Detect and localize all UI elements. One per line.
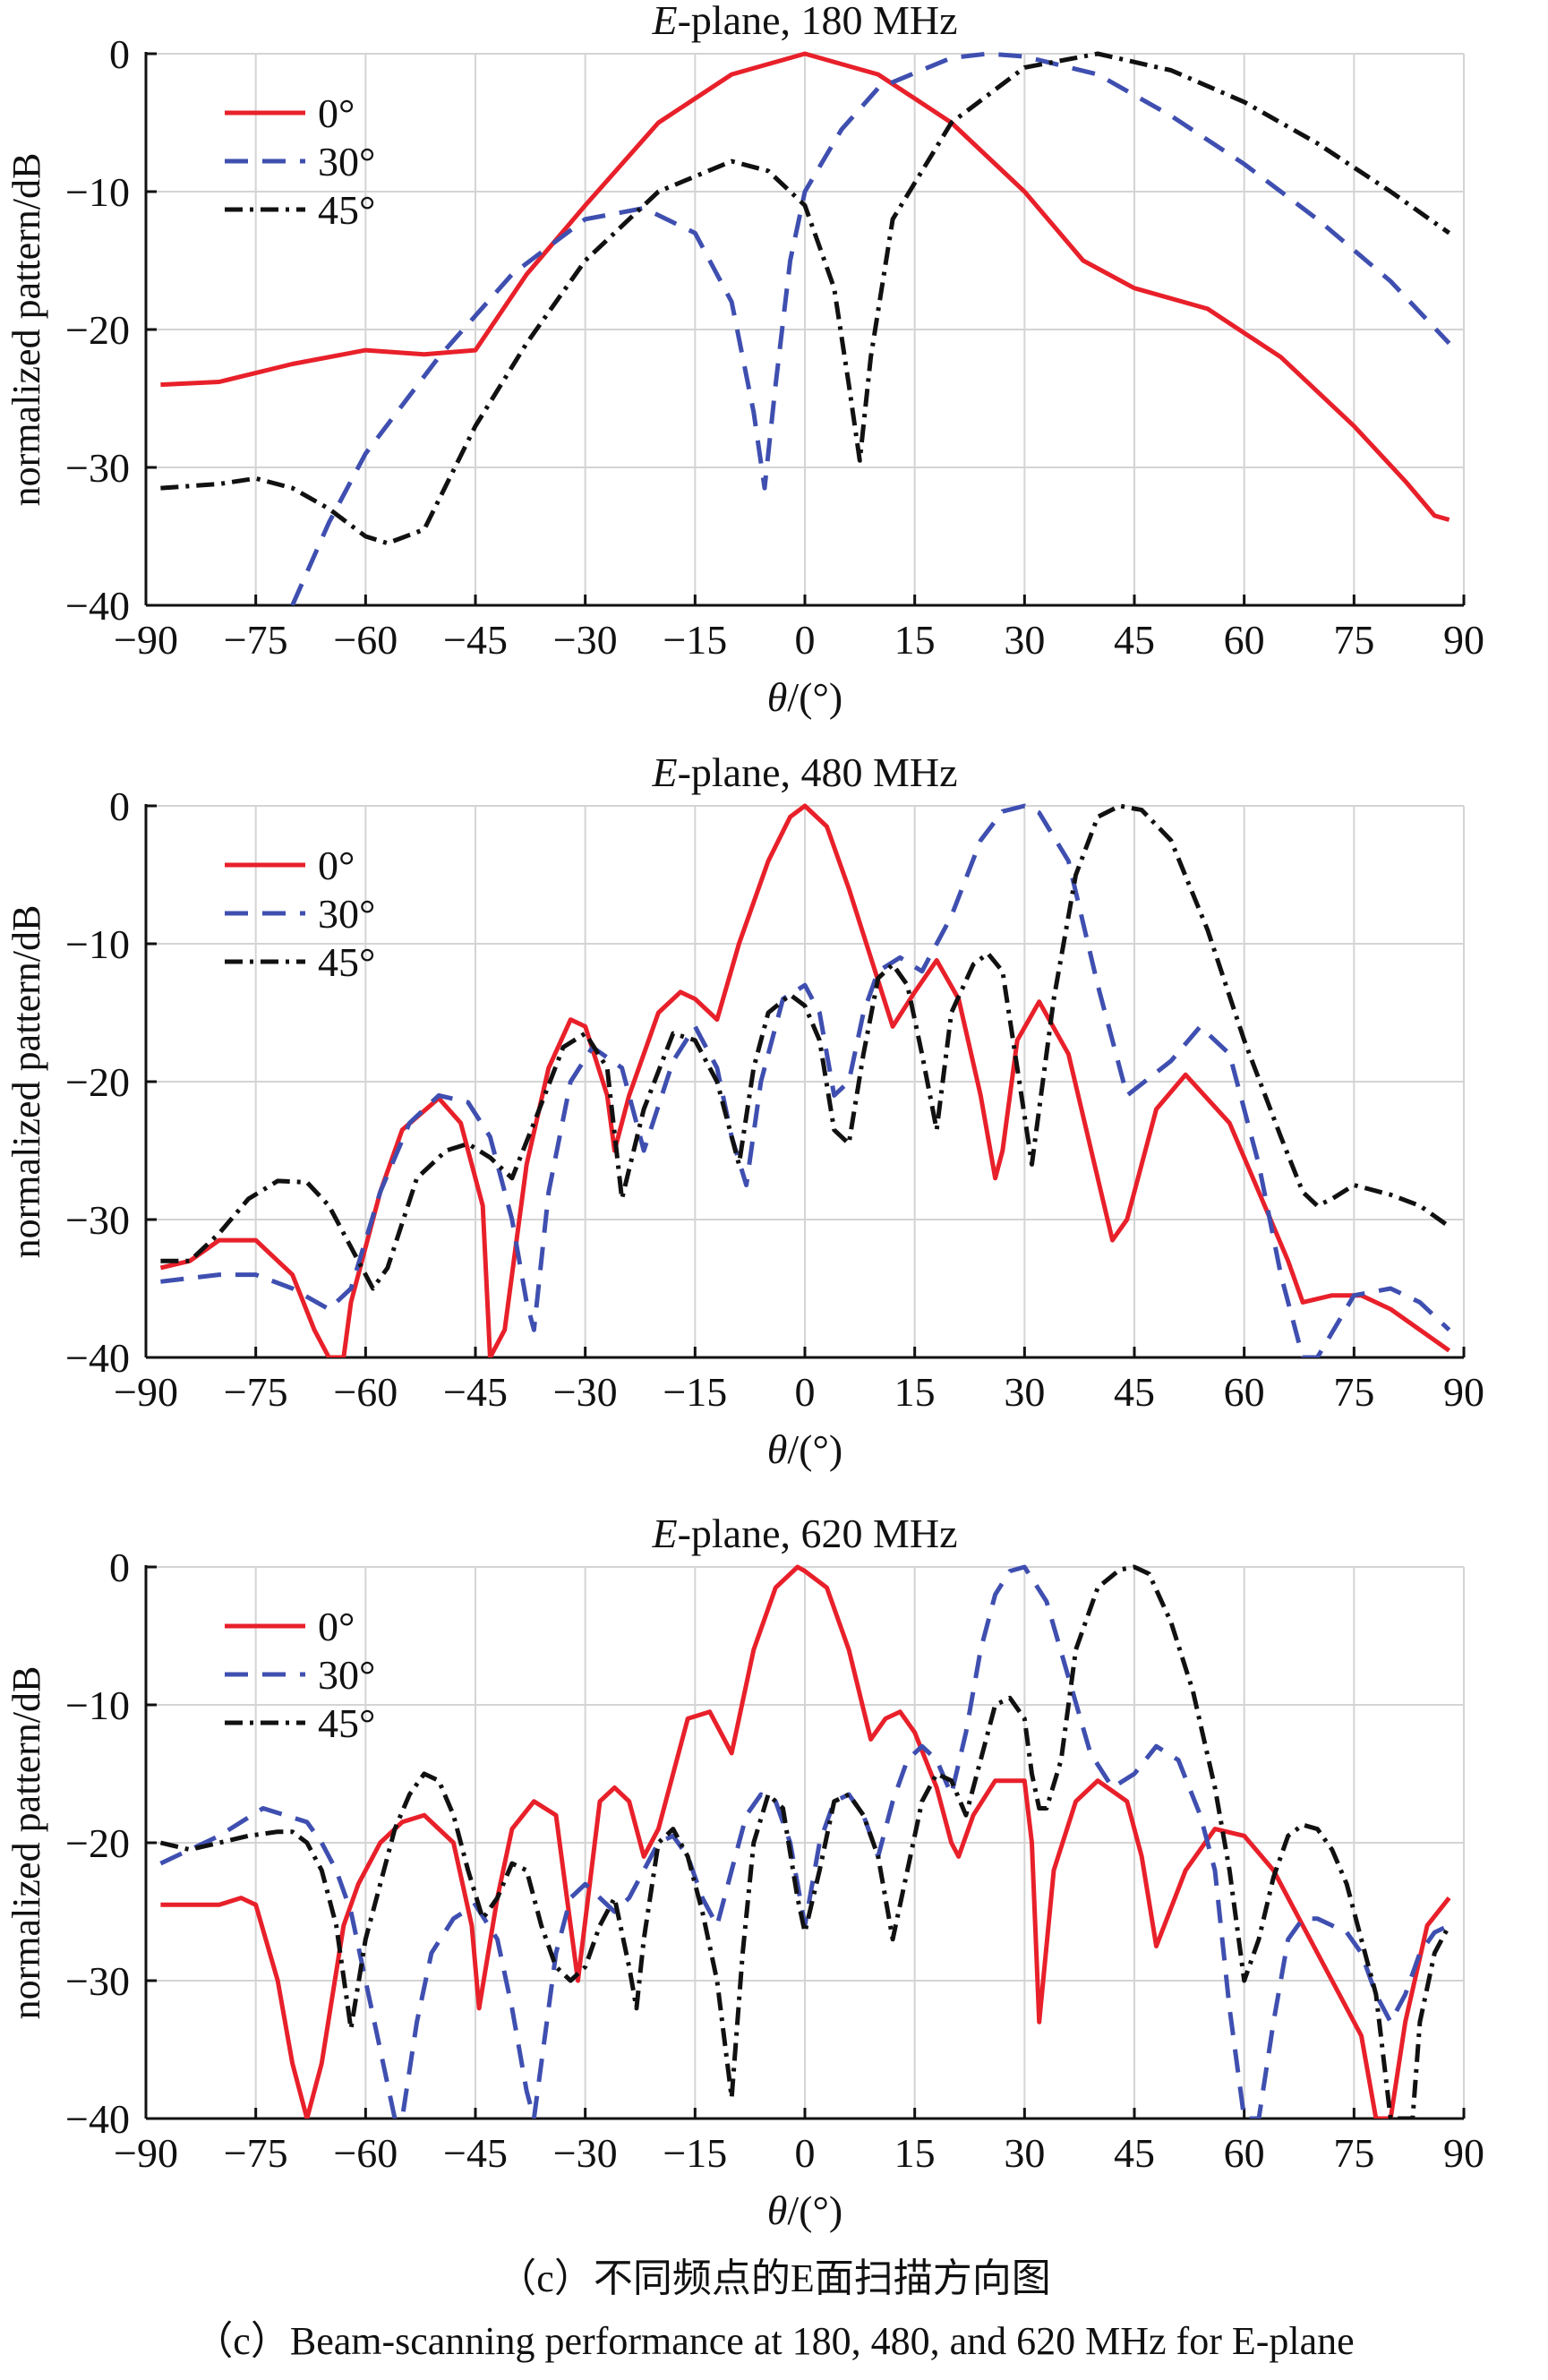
x-tick-label: 0 [795, 2130, 816, 2176]
legend-label-1: 0° [318, 90, 355, 136]
x-tick-label: −15 [663, 2130, 727, 2176]
x-tick-label: −75 [224, 617, 288, 663]
series-line-3 [160, 51, 1451, 546]
y-tick-label: −10 [65, 921, 130, 967]
x-tick-label: 30 [1004, 617, 1045, 663]
x-tick-label: 75 [1333, 617, 1374, 663]
chart-panel-2: −90 −75 −60 −45 −30 −15 0 15 30 45 60 75 90 0 −10 −20 −3… [4, 749, 1484, 1472]
series-line-1 [160, 1564, 1451, 2119]
x-tick-label: −90 [114, 617, 178, 663]
chart-title: E-plane, 620 MHz [651, 1511, 957, 1556]
x-tick-label: −60 [333, 2130, 398, 2176]
x-tick-label: 15 [894, 617, 936, 663]
y-tick-label: −40 [65, 583, 130, 629]
x-tick-label: −75 [224, 1369, 288, 1415]
y-axis-label: normalized pattern/dB [4, 1666, 48, 2020]
x-tick-label: 15 [894, 1369, 936, 1415]
x-tick-label: 30 [1004, 1369, 1045, 1415]
x-tick-label: 75 [1333, 2130, 1374, 2176]
x-tick-label: −45 [443, 2130, 508, 2176]
series-line-3 [160, 803, 1451, 1291]
x-tick-label: −30 [553, 617, 618, 663]
legend-label-2: 30° [318, 139, 375, 184]
legend-label-2: 30° [318, 891, 375, 937]
x-tick-label: 0 [795, 1369, 816, 1415]
x-tick-label: −90 [114, 1369, 178, 1415]
x-tick-label: 90 [1443, 617, 1484, 663]
x-tick-label: −75 [224, 2130, 288, 2176]
y-tick-label: −30 [65, 445, 130, 491]
x-tick-label: 90 [1443, 1369, 1484, 1415]
x-tick-label: 15 [894, 2130, 936, 2176]
legend-label-2: 30° [318, 1652, 375, 1698]
chart-title: E-plane, 180 MHz [651, 0, 957, 43]
y-tick-label: −20 [65, 307, 130, 353]
figure-caption-chinese: （c）不同频点的E面扫描方向图 [497, 2256, 1051, 2300]
y-axis-label: normalized pattern/dB [4, 905, 48, 1259]
y-tick-label: 0 [109, 783, 130, 829]
x-tick-label: 0 [795, 617, 816, 663]
y-tick-label: 0 [109, 31, 130, 77]
x-tick-label: −60 [333, 1369, 398, 1415]
legend-label-1: 0° [318, 843, 355, 888]
legend-label-3: 45° [318, 1700, 375, 1746]
chart-title: E-plane, 480 MHz [651, 749, 957, 795]
x-tick-label: 60 [1224, 617, 1265, 663]
y-tick-label: 0 [109, 1545, 130, 1590]
series-line-2 [160, 803, 1451, 1357]
x-tick-label: 30 [1004, 2130, 1045, 2176]
series-line-2 [290, 51, 1451, 605]
y-tick-label: −30 [65, 1197, 130, 1243]
series-line-1 [160, 51, 1450, 522]
x-tick-label: −15 [663, 1369, 727, 1415]
x-tick-label: 90 [1443, 2130, 1484, 2176]
x-tick-label: 60 [1224, 2130, 1265, 2176]
x-axis-label: θ/(°) [767, 1426, 842, 1472]
x-tick-label: −45 [443, 1369, 508, 1415]
figure-caption-english: （c）Beam-scanning performance at 180, 480… [193, 2319, 1355, 2363]
y-tick-label: −40 [65, 2096, 130, 2142]
y-tick-label: −20 [65, 1059, 130, 1105]
y-tick-label: −10 [65, 169, 130, 215]
x-tick-label: −60 [333, 617, 398, 663]
series-line-3 [159, 1564, 1451, 2119]
y-tick-label: −10 [65, 1682, 130, 1728]
legend-label-3: 45° [318, 939, 375, 985]
x-tick-label: 45 [1114, 1369, 1155, 1415]
x-axis-label: θ/(°) [767, 674, 842, 720]
y-axis-label: normalized pattern/dB [4, 153, 48, 507]
x-tick-label: −90 [114, 2130, 178, 2176]
y-tick-label: −20 [65, 1820, 130, 1866]
x-tick-label: −45 [443, 617, 508, 663]
x-axis-label: θ/(°) [767, 2187, 842, 2233]
y-tick-label: −40 [65, 1335, 130, 1381]
x-tick-label: −30 [553, 1369, 618, 1415]
x-tick-label: 60 [1224, 1369, 1265, 1415]
x-tick-label: 45 [1114, 2130, 1155, 2176]
x-tick-label: −30 [553, 2130, 618, 2176]
y-tick-label: −30 [65, 1958, 130, 2004]
x-tick-label: 75 [1333, 1369, 1374, 1415]
legend-label-3: 45° [318, 187, 375, 233]
legend-label-1: 0° [318, 1604, 355, 1649]
chart-panel-1: −90 −75 −60 −45 −30 −15 0 15 30 45 60 75 90 0 −10 −20 −3… [4, 0, 1484, 720]
chart-panel-3: −90 −75 −60 −45 −30 −15 0 15 30 45 60 75 90 0 −10 −20 −3… [4, 1511, 1484, 2233]
x-tick-label: 45 [1114, 617, 1155, 663]
x-tick-label: −15 [663, 617, 727, 663]
